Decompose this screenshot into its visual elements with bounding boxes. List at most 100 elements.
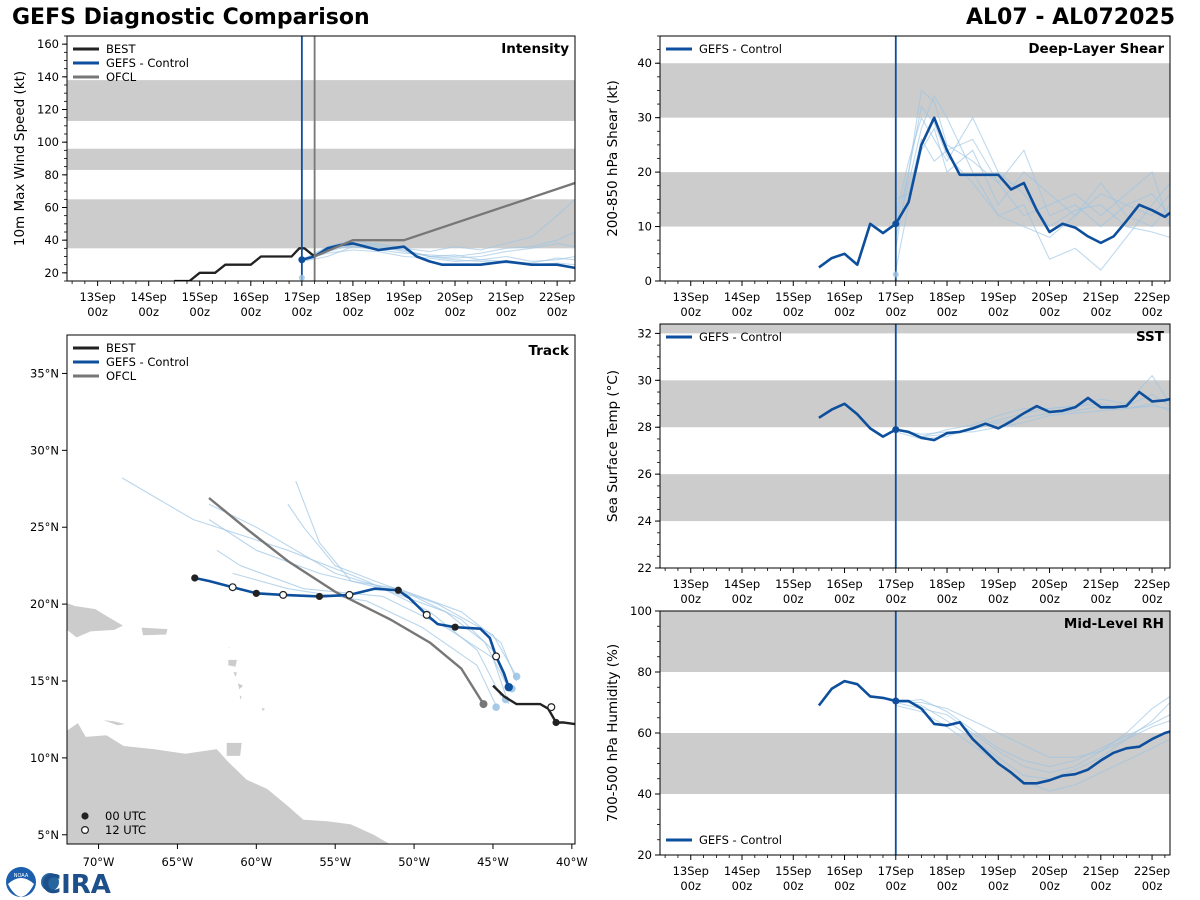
shaded-band [67, 80, 575, 121]
x-tick-hour: 00z [988, 305, 1009, 319]
ensemble-member-line [895, 403, 1170, 438]
control-track-marker-init [504, 682, 513, 692]
x-tick-hour: 00z [988, 879, 1009, 893]
y-tick-label: 10 [637, 220, 652, 234]
shaded-band [660, 733, 1170, 794]
x-tick-date: 14Sep [724, 864, 760, 878]
x-tick-date: 16Sep [233, 290, 269, 304]
st-lucia-land [238, 694, 243, 703]
init-point-marker [892, 426, 900, 434]
x-tick-date: 14Sep [724, 577, 760, 591]
y-axis-label: 700-500 hPa Humidity (%) [605, 644, 621, 822]
best-track-marker-12utc [547, 703, 556, 712]
x-tick-date: 21Sep [1083, 290, 1119, 304]
x-tick-hour: 00z [988, 592, 1009, 606]
x-tick-hour: 00z [1090, 879, 1111, 893]
x-tick-date: 13Sep [673, 577, 709, 591]
x-tick-date: 20Sep [1031, 577, 1067, 591]
shaded-band [660, 172, 1170, 227]
x-tick-hour: 00z [1039, 879, 1060, 893]
x-tick-hour: 00z [937, 879, 958, 893]
plot-area [818, 89, 1170, 271]
ensemble-member-line [895, 89, 1170, 228]
x-tick-hour: 00z [445, 305, 466, 319]
x-tick-date: 18Sep [929, 577, 965, 591]
legend-00utc-label: 00 UTC [105, 809, 146, 823]
member-track-start [492, 703, 500, 711]
plot-area [817, 679, 1170, 792]
lat-tick-label: 15°N [30, 674, 59, 688]
x-tick-hour: 00z [1039, 305, 1060, 319]
y-tick-label: 60 [44, 201, 59, 215]
x-tick-hour: 00z [834, 305, 855, 319]
x-tick-hour: 00z [343, 305, 364, 319]
y-tick-label: 30 [637, 373, 652, 387]
x-tick-date: 22Sep [1134, 864, 1170, 878]
track-map-panel: 70°W 65°W 60°W 55°W 50°W 45°W 40°W 5°N 10°N 15°N 2… [30, 334, 588, 869]
x-tick-hour: 00z [937, 305, 958, 319]
y-tick-label: 28 [637, 420, 652, 434]
panel-title: Track [529, 343, 570, 359]
x-tick-hour: 00z [783, 305, 804, 319]
x-tick-date: 16Sep [826, 290, 862, 304]
y-tick-label: 60 [637, 726, 652, 740]
x-tick-date: 19Sep [980, 290, 1016, 304]
legend-00utc-marker [81, 812, 89, 820]
x-tick-date: 22Sep [1134, 577, 1170, 591]
x-tick-date: 17Sep [878, 577, 914, 591]
member-start-marker [892, 271, 899, 278]
panel-title: Mid-Level RH [1064, 616, 1164, 632]
x-tick-hour: 00z [834, 879, 855, 893]
legend-12utc-label: 12 UTC [105, 823, 146, 837]
x-tick-date: 16Sep [826, 577, 862, 591]
ensemble-member-line [895, 116, 1170, 238]
x-tick-date: 18Sep [929, 864, 965, 878]
ensemble-member-line [895, 701, 1170, 758]
lat-tick-label: 5°N [37, 828, 59, 842]
y-tick-label: 22 [637, 561, 652, 575]
control-track-marker-00utc [315, 592, 324, 601]
y-tick-label: 120 [37, 103, 59, 117]
x-tick-hour: 00z [680, 879, 701, 893]
x-tick-date: 20Sep [1031, 290, 1067, 304]
shear-panel: 01020304013Sep00z14Sep00z15Sep00z16Sep00… [605, 35, 1171, 319]
control-track-marker-12utc [345, 590, 354, 599]
shaded-band [660, 324, 1170, 334]
plot-area [174, 181, 575, 281]
series-line-control [817, 679, 1170, 785]
x-tick-hour: 00z [1142, 305, 1163, 319]
shaded-band [660, 611, 1170, 672]
member-track-start [512, 672, 521, 681]
control-track-marker-00utc [451, 623, 459, 631]
x-tick-hour: 00z [937, 592, 958, 606]
legend-label-control: GEFS - Control [699, 330, 782, 344]
ensemble-member-track [287, 503, 518, 677]
x-tick-hour: 00z [292, 305, 313, 319]
panel-title: Intensity [501, 41, 569, 57]
best-track-marker-00utc [552, 718, 560, 727]
x-tick-hour: 00z [547, 305, 568, 319]
x-tick-hour: 00z [1142, 879, 1163, 893]
x-tick-date: 18Sep [335, 290, 371, 304]
x-tick-date: 15Sep [775, 290, 811, 304]
legend-label-best: BEST [106, 42, 136, 56]
x-tick-hour: 00z [885, 879, 906, 893]
sst-panel: 22242628303213Sep00z14Sep00z15Sep00z16Se… [605, 323, 1171, 606]
x-tick-hour: 00z [732, 592, 753, 606]
ensemble-member-line [895, 698, 1170, 768]
x-tick-date: 13Sep [79, 290, 115, 304]
lat-tick-label: 30°N [30, 443, 59, 457]
lon-tick-label: 60°W [240, 855, 272, 869]
abc-islands-land [99, 719, 128, 727]
ensemble-member-line [895, 374, 1170, 440]
lon-tick-label: 65°W [162, 855, 194, 869]
figure-title: GEFS Diagnostic Comparison [12, 5, 370, 30]
trinidad-land [225, 742, 243, 757]
control-track-marker-12utc [228, 583, 237, 592]
x-tick-date: 19Sep [386, 290, 422, 304]
x-tick-date: 14Sep [724, 290, 760, 304]
legend-label-control: GEFS - Control [699, 42, 782, 56]
puerto-rico-land [140, 626, 169, 637]
legend-label-ofcl: OFCL [106, 70, 137, 84]
control-track-marker-12utc [492, 652, 501, 661]
